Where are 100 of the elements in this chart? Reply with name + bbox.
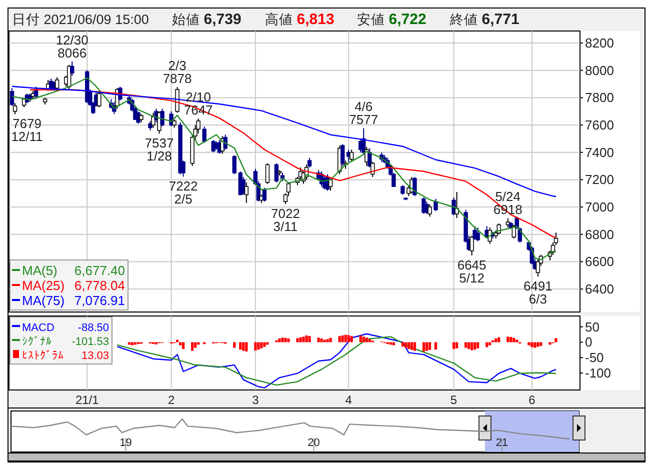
annotation: 7679 12/11 bbox=[11, 116, 43, 144]
bar bbox=[365, 338, 368, 342]
bar bbox=[401, 342, 404, 347]
y-tick-label: 8000 bbox=[585, 62, 614, 78]
y-tick-label: -50 bbox=[585, 350, 604, 366]
bar bbox=[233, 342, 236, 348]
candlestick bbox=[536, 258, 540, 278]
bar bbox=[425, 342, 428, 351]
bar bbox=[176, 340, 179, 342]
y-tick-label: 6600 bbox=[585, 254, 614, 270]
bar bbox=[407, 342, 410, 349]
y-tick-label: 7000 bbox=[585, 200, 614, 215]
bar bbox=[506, 336, 510, 342]
bar bbox=[260, 342, 263, 348]
legend-label: MA(25) 6,778.04 bbox=[22, 278, 125, 293]
candlestick bbox=[97, 90, 102, 108]
bar bbox=[413, 342, 416, 351]
bar bbox=[474, 342, 476, 350]
bar bbox=[302, 336, 305, 342]
candlestick bbox=[70, 60, 74, 76]
candlestick bbox=[10, 88, 14, 106]
candlestick bbox=[244, 182, 249, 204]
bar bbox=[320, 338, 323, 342]
bar bbox=[128, 342, 131, 345]
bar bbox=[534, 342, 536, 348]
bar bbox=[299, 337, 302, 342]
bar bbox=[434, 342, 438, 350]
bar bbox=[476, 342, 480, 348]
x-tick-label: 21 bbox=[496, 437, 508, 449]
y-tick-label: 7400 bbox=[585, 144, 614, 160]
bar bbox=[530, 342, 534, 348]
text: MA(5) 6,677.40 bbox=[22, 263, 125, 278]
bar bbox=[245, 342, 248, 352]
bar bbox=[179, 342, 182, 346]
x-tick-label: 4 bbox=[345, 393, 352, 407]
bar bbox=[368, 339, 371, 342]
candlestick bbox=[476, 227, 480, 242]
bar bbox=[266, 342, 269, 345]
annotation: 6645 5/12 bbox=[457, 258, 486, 286]
x-tick-label: 3 bbox=[252, 393, 260, 407]
annotation: 6491 6/3 bbox=[523, 278, 552, 307]
bar bbox=[287, 338, 290, 342]
text: 安値 6,722 bbox=[357, 11, 426, 28]
bar bbox=[488, 342, 492, 346]
bar bbox=[242, 342, 245, 351]
y-tick-label: -100 bbox=[585, 366, 612, 381]
candlestick bbox=[12, 102, 18, 115]
x-tick-label: 6 bbox=[528, 393, 536, 407]
candlestick bbox=[265, 162, 270, 184]
candlestick bbox=[412, 176, 417, 197]
candlestick bbox=[488, 227, 492, 244]
legend-label: MA(75) 7,076.91 bbox=[22, 293, 125, 308]
candlestick bbox=[454, 192, 459, 218]
bar bbox=[528, 342, 530, 346]
y-tick-label: 7600 bbox=[585, 118, 614, 133]
bar bbox=[281, 338, 284, 342]
bar bbox=[323, 340, 326, 342]
text: 終値 6,771 bbox=[449, 11, 520, 28]
x-tick-label: 19 bbox=[120, 437, 132, 449]
bar bbox=[392, 342, 395, 346]
candlestick bbox=[283, 192, 288, 205]
bar bbox=[468, 342, 470, 349]
bar bbox=[326, 339, 329, 342]
bar bbox=[130, 342, 134, 346]
candlestick bbox=[400, 184, 405, 196]
bar bbox=[428, 342, 432, 350]
bar bbox=[263, 342, 266, 347]
bar bbox=[317, 338, 320, 342]
candlestick bbox=[232, 154, 236, 175]
annotation: 7022 3/11 bbox=[271, 206, 300, 234]
bar bbox=[257, 342, 260, 350]
y-tick-label: 50 bbox=[585, 319, 600, 334]
x-tick-label: 2 bbox=[168, 393, 175, 407]
bar bbox=[134, 342, 137, 345]
bar bbox=[404, 342, 407, 348]
bar bbox=[548, 342, 552, 345]
bar bbox=[344, 334, 347, 342]
bar bbox=[470, 342, 474, 350]
bar bbox=[239, 342, 242, 350]
bar bbox=[359, 335, 362, 342]
bar bbox=[536, 342, 540, 347]
bar bbox=[194, 342, 197, 348]
bar bbox=[455, 342, 458, 348]
candlestick bbox=[350, 149, 354, 162]
bar bbox=[254, 342, 257, 351]
bar bbox=[191, 342, 194, 351]
candlestick bbox=[428, 204, 432, 218]
x-tick-label: 20 bbox=[308, 437, 320, 449]
candlestick bbox=[202, 126, 206, 144]
bar bbox=[278, 338, 281, 342]
y-tick-label: 6400 bbox=[585, 282, 614, 297]
bar bbox=[389, 342, 392, 345]
bar bbox=[350, 336, 353, 342]
bar bbox=[540, 342, 542, 346]
candlestick bbox=[434, 198, 438, 212]
candlestick bbox=[307, 157, 312, 168]
bar bbox=[516, 340, 518, 342]
bar bbox=[284, 338, 287, 342]
bar bbox=[486, 342, 488, 348]
bar bbox=[338, 336, 341, 342]
